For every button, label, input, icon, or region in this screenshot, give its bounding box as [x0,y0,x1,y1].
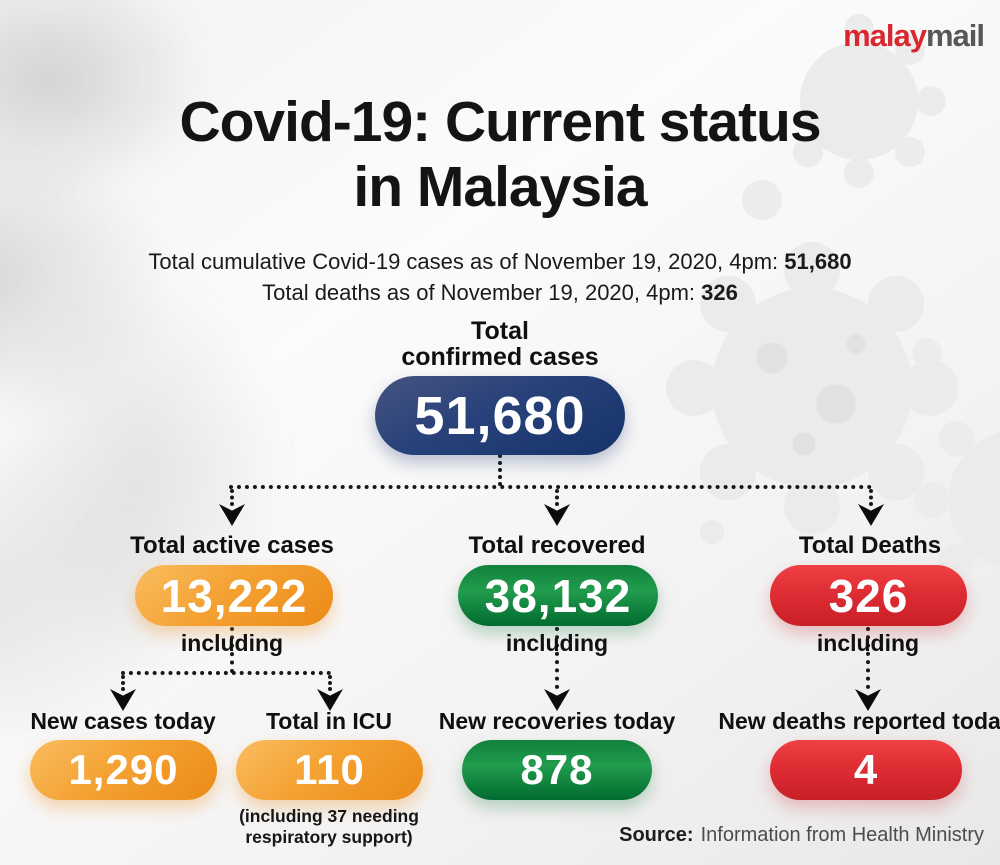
icu-note-line1: (including 37 needing [239,806,419,826]
virus-illustration-small-top [800,42,918,160]
including-label-active: including [180,630,284,656]
connector-active-horizontal [121,671,331,675]
new-deaths-reported-today-pill: 4 [770,740,962,800]
including-label-recovered: including [505,630,609,656]
including-label-deaths: including [816,630,920,656]
new-cases-today-label: New cases today [30,708,216,734]
subtitle-line-2-text: Total deaths as of November 19, 2020, 4p… [262,280,696,305]
icu-note-line2: respiratory support) [245,827,413,847]
total-confirmed-pill: 51,680 [375,376,625,455]
subtitle-line-1-value: 51,680 [784,249,852,274]
decor-circle [700,520,724,544]
connector-stub-active [230,489,234,506]
new-recoveries-today-label: New recoveries today [438,708,676,734]
subtitle-line-1-text: Total cumulative Covid-19 cases as of No… [148,249,779,274]
total-in-icu-label: Total in ICU [265,708,393,734]
icu-note: (including 37 needing respiratory suppor… [239,806,419,848]
total-active-cases-label: Total active cases [130,532,334,559]
subtitle-line-2-value: 326 [701,280,738,305]
total-in-icu-pill: 110 [236,740,423,800]
total-recovered-label: Total recovered [468,532,646,559]
total-deaths-pill: 326 [770,565,967,626]
connector-stub-deaths [869,489,873,506]
total-active-cases-value: 13,222 [160,569,308,622]
connector-recovered-vertical [555,627,559,689]
arrow-down-icon [544,504,570,526]
total-confirmed-label-line1: Total [471,317,529,345]
source-line: Source: Information from Health Ministry [619,824,984,847]
connector-stub-recovered [555,489,559,506]
connector-stub-icu [328,675,332,691]
new-cases-today-value: 1,290 [68,746,179,793]
total-active-cases-pill: 13,222 [135,565,333,626]
subtitle: Total cumulative Covid-19 cases as of No… [0,246,1000,308]
virus-illustration-right-edge [948,430,1000,570]
new-recoveries-today-value: 878 [520,746,594,793]
new-recoveries-today-pill: 878 [462,740,652,800]
new-deaths-reported-today-label: New deaths reported today [718,708,1000,734]
total-confirmed-value: 51,680 [414,385,586,446]
new-cases-today-pill: 1,290 [30,740,217,800]
title-line-1: Covid-19: Current status [179,90,821,154]
connector-root-horizontal [229,485,872,489]
malaymail-logo: malaymail [843,18,985,54]
total-recovered-value: 38,132 [484,569,632,622]
subtitle-line-1: Total cumulative Covid-19 cases as of No… [0,246,1000,277]
total-confirmed-label-line2: confirmed cases [401,343,599,371]
title-line-2: in Malaysia [353,154,647,219]
subtitle-line-2: Total deaths as of November 19, 2020, 4p… [0,277,1000,308]
source-text: Information from Health Ministry [700,824,984,846]
connector-active-vertical [230,627,234,673]
total-deaths-label: Total Deaths [798,532,942,559]
arrow-down-icon [858,504,884,526]
connector-deaths-vertical [866,627,870,689]
total-in-icu-value: 110 [294,746,365,793]
new-deaths-reported-today-value: 4 [853,746,879,793]
total-recovered-pill: 38,132 [458,565,658,626]
total-confirmed-label: Total confirmed cases [401,318,598,370]
source-label: Source: [619,824,694,846]
total-deaths-value: 326 [828,569,909,622]
connector-stub-new-cases [121,675,125,691]
logo-text-mail: mail [925,18,985,53]
decor-circle [912,338,942,368]
logo-text-malay: malay [843,18,927,53]
connector-root-vertical [498,454,502,486]
page-title: Covid-19: Current status in Malaysia [0,90,1000,220]
virus-illustration-large [712,288,912,488]
decor-circle [742,180,782,220]
